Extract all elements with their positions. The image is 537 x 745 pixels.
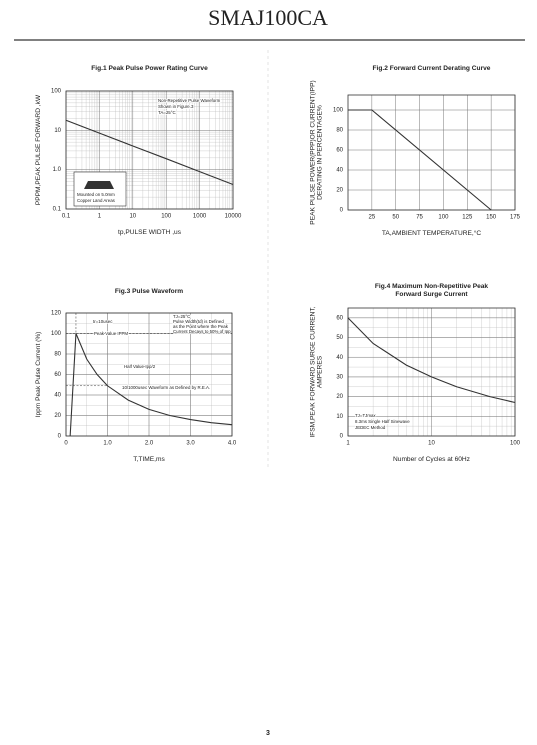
data-line (69, 333, 233, 437)
y-tick-label: 50 (336, 335, 343, 341)
y-tick-label: 80 (336, 128, 343, 134)
annotation: Current Decays to 50% of Ipp (173, 329, 231, 334)
y-tick-label: 60 (336, 315, 343, 321)
x-tick-label: 50 (392, 215, 399, 221)
x-tick-label: 175 (510, 215, 521, 221)
annotation: TJ=TJmax (355, 413, 376, 418)
y-tick-label: 40 (336, 355, 343, 361)
plot-frame (347, 94, 516, 211)
x-tick-label: 100 (438, 215, 449, 221)
x-axis-label: tp,PULSE WIDTH ,us (118, 229, 182, 236)
plot-frame (65, 90, 234, 210)
data-line (348, 109, 492, 211)
chart-title: Fig.3 Pulse Waveform (115, 288, 183, 295)
annotation: Non-Repetitive Pulse Waveform (158, 98, 221, 103)
y-tick-label: 80 (54, 352, 61, 358)
annotation: TJ=25°C (173, 314, 190, 319)
y-tick-label: 20 (336, 394, 343, 400)
y-axis-label: PPPM,PEAK PULSE FORWARD ,kW (35, 94, 42, 205)
y-tick-label: 30 (336, 375, 343, 381)
y-tick-label: 100 (333, 108, 344, 114)
y-axis-label: PEAK PULSE POWER(PPP)OR CURRENT(IPP) (309, 80, 316, 224)
mount-icon (84, 181, 114, 189)
y-axis-label: Ippm Peak Pulse Current (%) (35, 332, 42, 418)
x-tick-label: 75 (416, 215, 423, 221)
annotation: 8.3ms Single Half Sinewave (355, 419, 410, 424)
y-tick-label: 100 (51, 331, 62, 337)
y-tick-label: 60 (336, 148, 343, 154)
annotation: Peak Value IPPM (94, 331, 128, 336)
annotation: 10/1000usec Waveform as Defined by R.E.A… (122, 385, 210, 390)
y-tick-label: 60 (54, 372, 61, 378)
y-tick-label: 0 (340, 208, 344, 214)
x-tick-label: 0.1 (62, 214, 71, 220)
x-tick-label: 25 (369, 215, 376, 221)
x-tick-label: 1 (98, 214, 102, 220)
annotation: Mounted on 5.0mm (77, 192, 115, 197)
x-tick-label: 1000 (193, 214, 207, 220)
x-tick-label: 2.0 (145, 441, 154, 447)
data-line (65, 119, 234, 186)
annotation: JEDEC Method (355, 425, 386, 430)
x-tick-label: 4.0 (228, 441, 237, 447)
chart-title: Forward Surge Current (395, 291, 468, 298)
y-tick-label: 120 (51, 311, 62, 317)
y-tick-label: 10 (336, 414, 343, 420)
x-axis-label: TA,AMBIENT TEMPERATURE,°C (382, 229, 481, 237)
x-tick-label: 3.0 (186, 441, 195, 447)
chart-title: Fig.4 Maximum Non-Repetitive Peak (375, 283, 489, 290)
x-tick-label: 125 (462, 215, 473, 221)
y-tick-label: 40 (336, 168, 343, 174)
plot-frame (65, 312, 233, 437)
plot-frame (347, 307, 516, 437)
x-tick-label: 10 (129, 214, 136, 220)
y-tick-label: 20 (336, 188, 343, 194)
chart-title: Fig.2 Forward Current Derating Curve (373, 65, 491, 72)
x-tick-label: 100 (510, 441, 521, 447)
x-tick-label: 10 (428, 441, 435, 447)
y-tick-label: 0.1 (53, 207, 62, 213)
data-line (347, 317, 516, 404)
x-tick-label: 100 (161, 214, 172, 220)
page-title: SMAJ100CA (208, 5, 328, 30)
annotation: Shown in Figure.3 (158, 104, 194, 109)
chart-title: Fig.1 Peak Pulse Power Rating Curve (91, 65, 208, 72)
page-number: 3 (266, 730, 270, 737)
y-tick-label: 0 (58, 434, 62, 440)
y-tick-label: 20 (54, 413, 61, 419)
annotation: as the Point where the Peak (173, 324, 229, 329)
x-axis-label: Number of Cycles at 60Hz (393, 456, 470, 463)
x-tick-label: 150 (486, 215, 497, 221)
annotation: Copper Land Areas (77, 198, 116, 203)
y-axis-label: AMPERES (316, 355, 323, 388)
annotation: TA=25°C (158, 110, 176, 115)
x-axis-label: T,TIME,ms (133, 456, 165, 463)
annotation: Half Value-Ipp/2 (124, 364, 156, 369)
x-tick-label: 1.0 (103, 441, 112, 447)
y-axis-label: IFSM,PEAK FORWARD SURGE CURRENT, (309, 306, 316, 437)
x-tick-label: 0 (64, 441, 68, 447)
y-tick-label: 0 (340, 434, 344, 440)
x-tick-label: 1 (346, 441, 350, 447)
annotation: tr=10usec (93, 319, 113, 324)
y-axis-label: DERATING IN PERCENTAGE% (316, 105, 323, 200)
y-tick-label: 40 (54, 393, 61, 399)
annotation: Pulse Width(td) is Defined (173, 319, 224, 324)
y-tick-label: 1.0 (53, 167, 62, 173)
y-tick-label: 10 (54, 128, 61, 134)
x-tick-label: 10000 (225, 214, 242, 220)
y-tick-label: 100 (51, 89, 62, 95)
